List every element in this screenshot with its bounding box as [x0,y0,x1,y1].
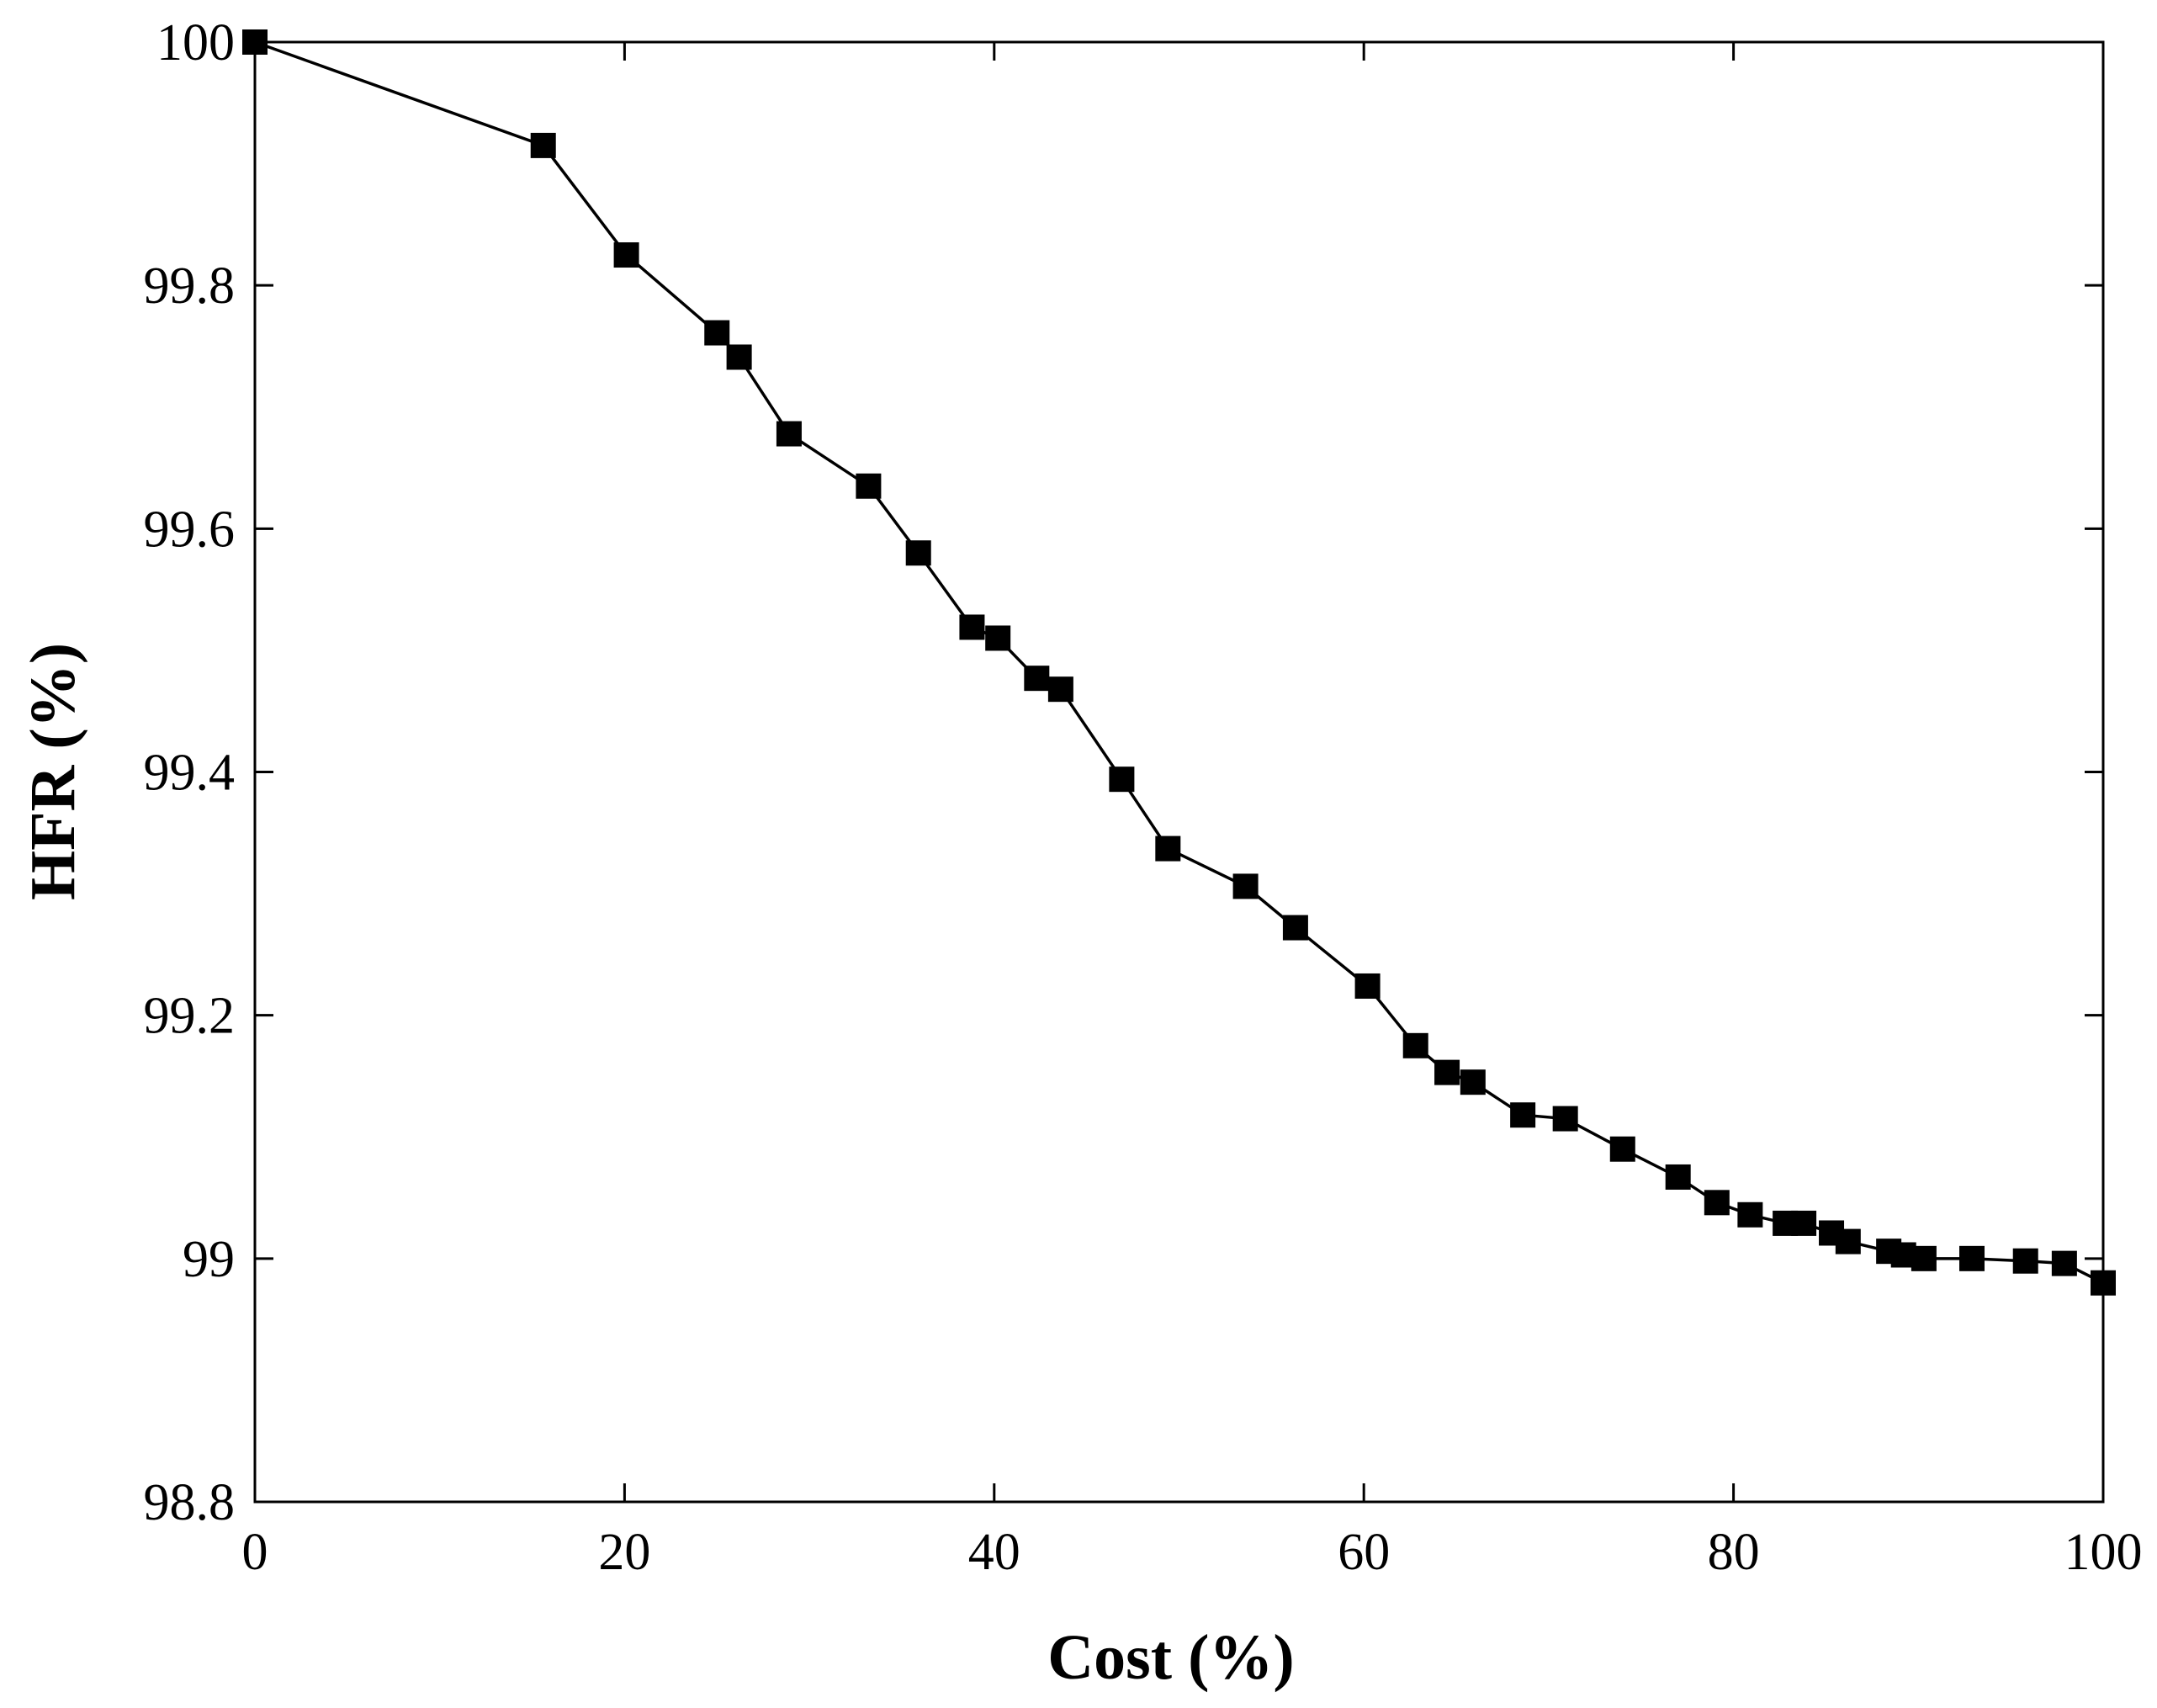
data-point-marker [1354,973,1381,999]
x-axis-title: Cost (%) [1047,1622,1294,1693]
x-tick-label: 100 [2064,1524,2143,1581]
x-tick-label: 60 [1338,1524,1390,1581]
data-point-marker [856,473,882,499]
data-point-marker [959,614,985,640]
data-point-marker [726,344,752,370]
y-tick-label: 99.4 [144,745,236,802]
x-tick-label: 20 [598,1524,650,1581]
data-point-marker [1737,1201,1763,1228]
x-tick-label: 0 [242,1524,268,1581]
y-tick-label: 99.2 [144,988,236,1045]
data-point-marker [1510,1102,1536,1128]
y-tick-label: 99 [183,1231,235,1288]
data-point-marker [2091,1270,2116,1296]
data-point-marker [613,242,639,268]
data-point-marker [1609,1136,1635,1162]
y-tick-label: 98.8 [144,1474,236,1531]
plot-area-frame [253,40,2105,1504]
x-tick-label: 80 [1708,1524,1760,1581]
series-markers [242,29,2116,1296]
data-point-marker [1835,1228,1861,1254]
data-point-marker [1047,676,1073,703]
x-axis: 0 20 40 60 80 100 [242,42,2143,1581]
data-point-marker [1959,1245,1985,1271]
data-point-marker [1665,1164,1691,1190]
series-line [254,40,2104,1285]
data-point-marker [530,132,556,158]
x-tick-label: 40 [968,1524,1020,1581]
data-point-marker [1024,666,1050,692]
data-point-marker [1232,873,1259,899]
data-point-marker [1704,1190,1730,1216]
data-point-marker [1460,1069,1486,1095]
data-point-marker [985,625,1011,651]
y-tick-label: 100 [156,14,235,72]
data-point-marker [704,320,730,346]
data-point-marker [2051,1250,2077,1276]
data-point-marker [1911,1245,1937,1271]
y-tick-label: 99.6 [144,501,236,558]
y-axis: 98.8 99 99.2 99.4 99.6 99.8 100 [144,14,2103,1531]
data-point-marker [905,540,931,566]
data-point-marker [1109,766,1135,793]
data-point-marker [2012,1248,2038,1274]
data-point-marker [1434,1059,1460,1085]
data-point-marker [1402,1032,1428,1058]
data-point-marker [1552,1106,1578,1132]
y-tick-label: 99.8 [144,257,236,315]
y-axis-title: HFR (%) [18,643,88,900]
data-point-marker [1155,835,1181,862]
data-point-marker [1282,915,1308,941]
data-point-marker [1791,1210,1817,1236]
data-point-marker [242,29,268,55]
data-point-marker [776,421,802,447]
